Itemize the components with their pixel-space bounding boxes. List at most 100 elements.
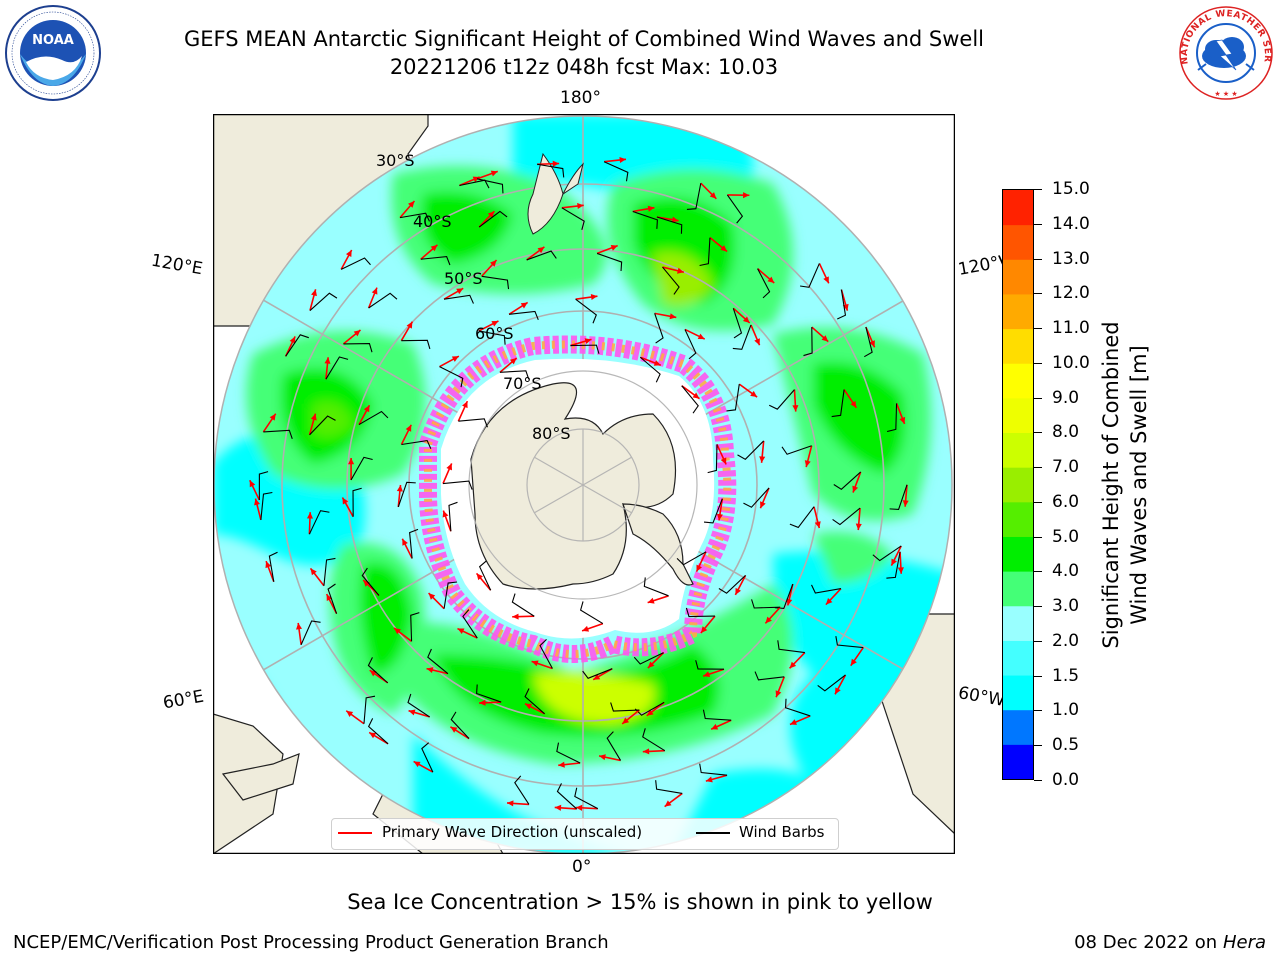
wind-barb [285,334,309,357]
lon-label-60w: 60°W [956,683,1007,711]
wind-barb [707,444,718,474]
wave-direction-arrowhead [677,267,684,274]
wind-barb [789,506,815,529]
wave-direction-arrowhead [254,498,260,506]
wave-direction-arrowhead [428,593,436,600]
wind-barb [401,439,432,449]
wave-direction-arrowhead [491,320,499,327]
wind-barb [610,702,640,712]
wind-barb [439,366,464,388]
colorbar-tick [1034,536,1042,538]
colorbar-tick-label: 11.0 [1052,318,1090,339]
colorbar-tick-label: 0.0 [1052,770,1080,790]
wind-barb [800,263,820,288]
wave-direction-arrowhead [619,156,626,163]
wind-barb [686,183,702,210]
wave-direction-arrowhead [622,717,630,724]
wind-barb [421,742,434,773]
wave-direction-arrowhead [396,485,403,492]
wind-barb [260,491,273,520]
wind-barb [656,216,683,234]
wave-direction-arrowhead [767,276,775,284]
sea-ice [419,335,737,663]
wind-barb [343,342,373,353]
wind-barb [695,660,725,670]
wind-barb [399,212,430,222]
wind-barb [886,403,898,433]
wave-direction-arrowhead [599,754,606,761]
wave-direction-arrowhead [490,170,498,177]
lat-label-50s: 50°S [444,269,483,288]
wind-barb [743,487,770,508]
wind-barb [481,275,510,290]
wave-direction-arrowhead [405,424,412,432]
colorbar-tick-label: 7.0 [1052,457,1080,478]
wave-direction-arrowhead [476,573,483,581]
wave-direction-arrowhead [825,597,833,605]
wave-direction-arrowhead [346,710,354,717]
wind-barb [539,638,553,669]
wave-direction-arrowhead [577,202,584,210]
wind-barb [833,471,862,491]
wave-direction-arrowhead [446,463,452,471]
wave-direction-arrowhead [750,390,758,398]
wave-direction-arrowhead [582,625,590,632]
wind-barb [582,668,613,679]
colorbar-band [1003,293,1033,330]
wave-direction-arrowhead [765,616,772,624]
wind-barb [367,657,389,684]
wave-direction-arrowhead [310,568,317,576]
colorbar [1002,189,1034,780]
lat-label-40s: 40°S [413,212,452,231]
wave-direction-arrowhead [789,661,797,669]
svg-text:★ ★ ★: ★ ★ ★ [1214,90,1237,98]
wind-barb [676,551,707,566]
colorbar-tick-label: 1.5 [1052,665,1080,686]
colorbar-tick-label: 1.0 [1052,700,1080,721]
wave-direction-arrowhead [289,336,296,344]
wind-barb [681,385,699,414]
wave-direction-arrowhead [408,200,415,208]
wave-direction-arrowhead [326,594,333,602]
wind-barb [832,507,861,526]
wave-direction-arrowhead [671,216,679,223]
colorbar-band [1003,190,1033,226]
wave-direction-arrowhead [647,661,655,669]
wave-direction-arrowhead [642,748,650,755]
colorbar-band [1003,640,1033,676]
wind-barb [774,583,794,610]
wind-barb [462,609,478,639]
wave-direction-arrowhead [703,671,711,678]
map-border [213,114,955,854]
wave-vectors [249,156,909,811]
colorbar-tick-label: 13.0 [1052,248,1090,269]
wave-direction-arrowhead [696,564,702,572]
wind-barb [361,567,380,596]
colorbar-tick [1034,640,1042,642]
wind-barb [476,684,502,703]
colorbar-tick [1034,571,1042,573]
noaa-logo: NOAA [5,5,101,101]
wave-direction-arrowhead [558,761,565,768]
wave-direction-arrowhead [575,804,583,811]
wind-barb [837,289,847,320]
colorbar-tick-label: 9.0 [1052,387,1080,408]
wind-barb [699,763,728,776]
wave-direction-arrowhead [852,485,859,493]
wave-height-field [214,116,952,854]
wind-barb [726,194,744,224]
wind-barb [632,210,658,229]
wind-barb [754,671,785,681]
wave-direction-arrowhead [509,358,517,365]
colorbar-band [1003,536,1033,572]
colorbar-tick [1034,258,1042,260]
wave-direction-arrowhead [711,723,719,730]
colorbar-tick-label: 10.0 [1052,352,1090,373]
wind-barb [777,640,805,654]
wind-barb [478,560,492,591]
wind-barb [327,583,338,614]
noaa-logo-text: NOAA [32,33,74,48]
wave-direction-arrowhead [897,567,904,574]
wind-barb-legend-label: Wind Barbs [739,823,825,841]
wave-direction-arrowhead [653,360,661,366]
